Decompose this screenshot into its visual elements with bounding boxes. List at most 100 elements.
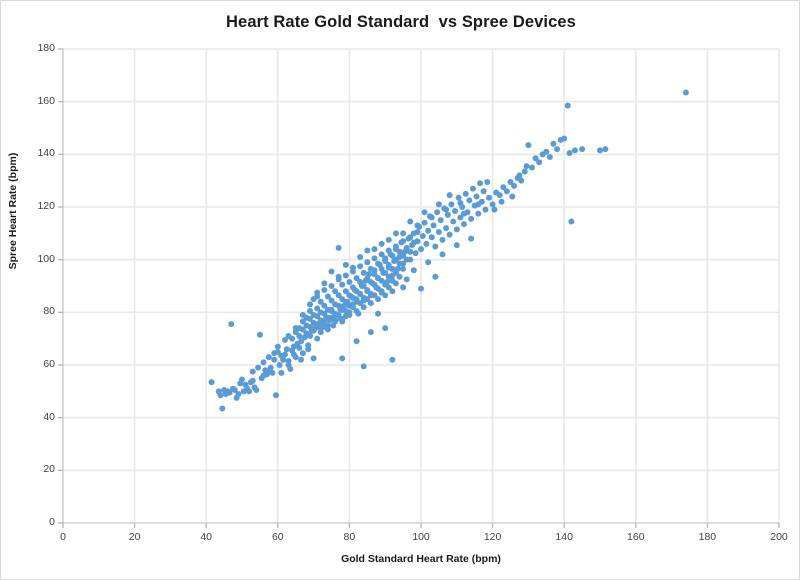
data-point — [328, 268, 335, 275]
data-point — [482, 206, 489, 213]
data-point — [392, 230, 399, 237]
data-point — [400, 252, 407, 259]
data-point — [349, 264, 356, 271]
data-point-group — [208, 89, 689, 412]
data-point — [418, 285, 424, 292]
data-point — [353, 338, 360, 345]
data-point — [360, 363, 367, 370]
data-point — [489, 201, 496, 208]
data-point — [389, 356, 396, 363]
x-tick-label: 200 — [770, 531, 788, 543]
data-point — [414, 229, 421, 236]
data-point — [400, 284, 407, 291]
scatter-plot-svg — [58, 48, 780, 528]
data-point — [317, 325, 324, 332]
x-tick-label: 160 — [627, 531, 645, 543]
data-point — [682, 89, 689, 96]
data-point — [432, 273, 439, 280]
data-point — [568, 218, 575, 225]
data-point — [314, 305, 321, 312]
data-point — [321, 318, 328, 325]
data-point — [389, 288, 396, 295]
data-point — [455, 194, 462, 201]
data-point — [418, 246, 424, 253]
data-point — [307, 308, 314, 315]
data-point — [364, 259, 371, 266]
data-point — [280, 356, 287, 363]
data-point — [324, 322, 331, 329]
x-tick-label: 180 — [698, 531, 717, 543]
data-point — [462, 190, 469, 197]
data-point — [310, 355, 317, 362]
data-point — [425, 259, 432, 266]
data-point — [346, 311, 353, 318]
data-point — [423, 240, 430, 247]
chart-title: Heart Rate Gold Standard vs Spree Device… — [226, 13, 576, 31]
data-point — [385, 273, 392, 280]
data-point — [443, 206, 450, 213]
data-point — [446, 231, 453, 238]
y-tick-label: 0 — [49, 516, 55, 528]
data-point — [342, 261, 349, 268]
data-point — [475, 210, 482, 217]
data-point — [457, 200, 464, 207]
data-point — [299, 350, 306, 357]
y-tick-label: 40 — [43, 410, 55, 423]
data-point — [219, 405, 226, 412]
data-point — [382, 269, 389, 276]
data-point — [332, 318, 339, 325]
data-point — [314, 321, 321, 328]
x-tick-label: 60 — [271, 531, 284, 543]
data-point — [367, 265, 374, 272]
data-point — [561, 135, 568, 142]
y-tick-label: 120 — [37, 200, 55, 212]
y-tick-label: 20 — [43, 463, 55, 476]
data-point — [296, 333, 303, 340]
data-point — [421, 219, 428, 226]
data-point — [468, 215, 475, 222]
data-point — [290, 351, 297, 358]
data-point — [296, 344, 303, 351]
data-point — [217, 392, 224, 399]
data-point — [324, 293, 331, 300]
data-point — [255, 364, 262, 371]
data-point — [328, 297, 335, 304]
data-point — [371, 271, 378, 278]
data-point — [466, 197, 473, 204]
data-point — [425, 227, 432, 234]
data-point — [516, 172, 523, 179]
data-point — [435, 229, 442, 236]
data-point — [396, 260, 403, 267]
data-point — [378, 288, 385, 295]
data-point — [371, 246, 378, 253]
data-point — [378, 251, 385, 258]
data-point — [357, 254, 364, 261]
data-point — [597, 147, 603, 154]
data-point — [265, 354, 272, 361]
x-axis-title: Gold Standard Heart Rate (bpm) — [341, 553, 501, 565]
data-point — [521, 168, 528, 175]
data-point — [342, 288, 349, 295]
data-point — [256, 331, 263, 338]
data-point — [332, 288, 339, 295]
plot-area — [58, 48, 780, 528]
data-point — [298, 338, 305, 345]
data-point — [274, 343, 281, 350]
data-point — [299, 326, 306, 333]
data-point — [321, 286, 328, 293]
data-point — [400, 238, 407, 245]
data-point — [437, 217, 444, 224]
data-point — [298, 356, 305, 363]
data-point — [421, 209, 428, 216]
data-point — [382, 325, 389, 332]
data-point — [335, 244, 342, 251]
data-point — [342, 308, 349, 315]
data-point — [375, 310, 382, 317]
y-tick-label: 160 — [37, 94, 55, 107]
x-tick-label: 20 — [128, 531, 141, 543]
data-point — [392, 269, 399, 276]
data-point — [403, 244, 410, 251]
data-point — [314, 335, 321, 342]
data-point — [357, 290, 364, 297]
data-point — [543, 148, 550, 155]
